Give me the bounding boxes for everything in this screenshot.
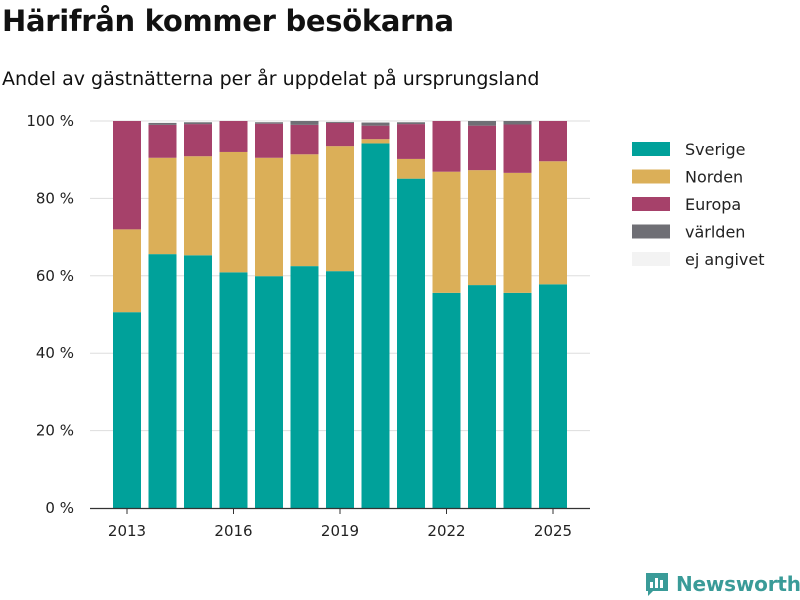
legend: Sverige Norden Europa världen ej angivet	[632, 140, 765, 269]
bar-segment	[539, 284, 567, 508]
bars	[113, 121, 567, 509]
bar-segment	[255, 157, 283, 277]
bar-segment	[290, 154, 319, 267]
legend-swatch	[632, 197, 670, 211]
bar-segment	[148, 124, 177, 158]
bar-segment	[539, 121, 567, 162]
bar-segment	[468, 121, 496, 126]
bar-segment	[468, 285, 496, 508]
bar-segment	[255, 276, 283, 508]
legend-label: ej angivet	[685, 250, 765, 269]
y-tick-label: 40 %	[36, 344, 74, 362]
legend-label: världen	[685, 223, 745, 242]
x-tick-label: 2022	[427, 522, 465, 540]
bar-segment	[326, 121, 354, 122]
legend-label: Sverige	[685, 140, 746, 159]
y-tick-label: 60 %	[36, 267, 74, 285]
bar-segment	[184, 121, 212, 123]
brand-name: Newsworthy	[676, 572, 800, 596]
y-axis: 0 % 20 % 40 % 60 % 80 % 100 %	[26, 112, 74, 517]
bar-segment	[326, 122, 354, 147]
bar-segment	[503, 121, 532, 125]
bar-segment	[148, 122, 177, 125]
bar-segment	[503, 124, 532, 173]
y-tick-label: 0 %	[45, 499, 74, 517]
bar-segment	[503, 292, 532, 508]
bar-segment	[397, 124, 425, 159]
bar-segment	[255, 121, 283, 123]
bar-segment	[432, 121, 461, 172]
bar-segment	[432, 171, 461, 293]
bar-segment	[290, 124, 319, 155]
bar-segment	[432, 292, 461, 508]
bar-segment	[255, 122, 283, 124]
legend-swatch	[632, 224, 670, 239]
bar-segment	[397, 121, 425, 123]
x-axis: 2013 2016 2019 2022 2025	[108, 509, 572, 540]
x-tick-label: 2013	[108, 522, 146, 540]
y-tick-label: 100 %	[26, 112, 74, 130]
bar-segment	[255, 123, 283, 158]
newsworthy-logo-icon	[646, 573, 668, 596]
bar-segment	[539, 161, 567, 285]
bar-segment	[503, 172, 532, 293]
x-tick-label: 2016	[214, 522, 252, 540]
bar-segment	[184, 122, 212, 125]
bar-segment	[219, 272, 248, 508]
bar-segment	[219, 121, 248, 152]
bar-segment	[397, 158, 425, 179]
bar-segment	[361, 143, 390, 509]
bar-segment	[361, 122, 390, 126]
legend-label: Norden	[685, 168, 743, 187]
brand-logo: Newsworthy	[644, 568, 800, 600]
y-tick-label: 80 %	[36, 189, 74, 207]
x-tick-label: 2025	[534, 522, 572, 540]
legend-swatch	[632, 252, 670, 266]
legend-label: Europa	[685, 195, 741, 214]
x-tick-label: 2019	[321, 522, 359, 540]
legend-swatch	[632, 142, 670, 156]
bar-segment	[113, 229, 141, 313]
bar-segment	[361, 121, 390, 123]
bar-segment	[113, 121, 141, 230]
bar-segment	[468, 125, 496, 171]
bar-segment	[290, 121, 319, 125]
bar-segment	[361, 125, 390, 140]
chart-subtitle: Andel av gästnätterna per år uppdelat på…	[2, 68, 540, 90]
bar-segment	[397, 178, 425, 508]
bar-segment	[290, 266, 319, 508]
bar-segment	[148, 121, 177, 123]
bar-segment	[113, 312, 141, 508]
bar-segment	[219, 151, 248, 273]
bar-segment	[326, 271, 354, 508]
bar-segment	[148, 254, 177, 508]
chart-title: Härifrån kommer besökarna	[2, 4, 454, 38]
bar-segment	[326, 146, 354, 272]
bar-segment	[397, 122, 425, 125]
y-tick-label: 20 %	[36, 422, 74, 440]
bar-segment	[148, 157, 177, 255]
bar-segment	[326, 121, 354, 123]
bar-segment	[184, 255, 212, 508]
bar-segment	[184, 124, 212, 157]
bar-segment	[361, 139, 390, 144]
bar-segment	[184, 156, 212, 256]
legend-swatch	[632, 169, 670, 184]
bar-segment	[468, 170, 496, 286]
